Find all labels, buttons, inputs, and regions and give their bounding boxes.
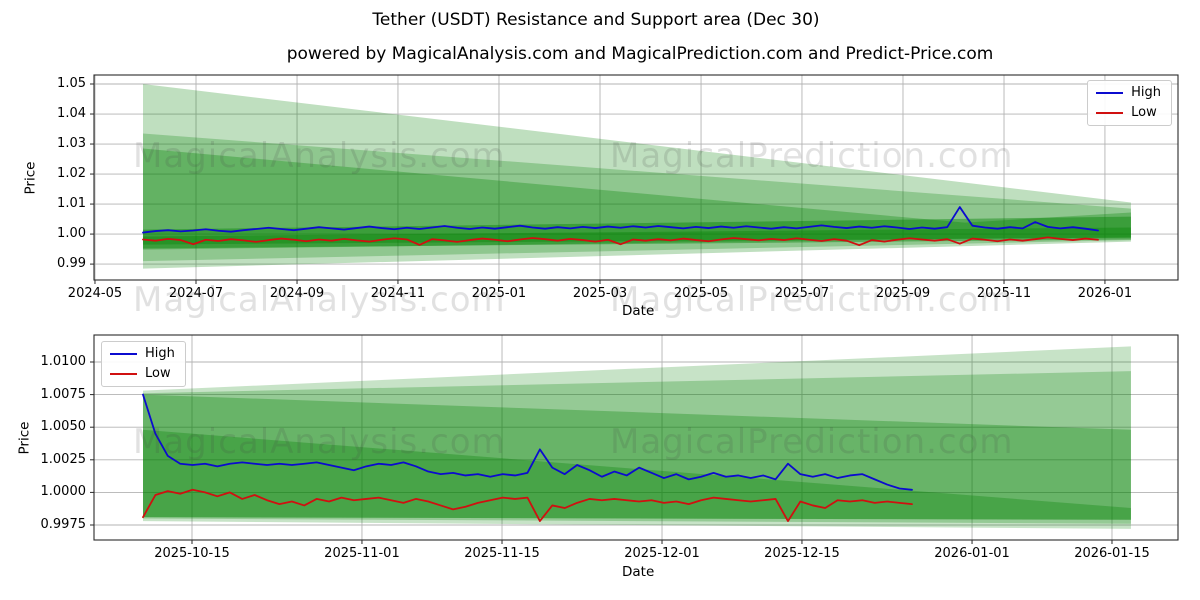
x-tick-label: 2025-05 bbox=[673, 286, 729, 301]
x-tick-label: 2025-10-15 bbox=[154, 546, 230, 561]
x-tick-label: 2024-09 bbox=[269, 286, 325, 301]
y-tick-label: 1.01 bbox=[57, 196, 86, 212]
x-tick-label: 2025-01 bbox=[471, 286, 527, 301]
y-tick-label: 1.0000 bbox=[40, 484, 87, 500]
chart-subtitle: powered by MagicalAnalysis.com and Magic… bbox=[286, 44, 994, 64]
legend-label-low: Low bbox=[1131, 105, 1157, 120]
legend-item-low: Low bbox=[1096, 106, 1161, 120]
x-tick-label: 2025-12-15 bbox=[764, 546, 840, 561]
x-tick-label: 2026-01-01 bbox=[934, 546, 1010, 561]
x-tick-label: 2024-07 bbox=[168, 286, 224, 301]
low-line-swatch bbox=[110, 373, 137, 375]
x-tick-label: 2026-01-15 bbox=[1074, 546, 1150, 561]
x-tick-label: 2024-05 bbox=[67, 286, 123, 301]
x-tick-label: 2025-09 bbox=[875, 286, 931, 301]
y-tick-label: 0.9975 bbox=[40, 517, 87, 532]
y-tick-label: 1.0025 bbox=[40, 451, 87, 467]
x-tick-label: 2025-11-15 bbox=[464, 546, 540, 561]
high-line-swatch bbox=[1096, 92, 1124, 94]
low-line-swatch bbox=[1096, 112, 1124, 114]
x-tick-label: 2024-11 bbox=[370, 286, 426, 301]
x-tick-label: 2025-11 bbox=[976, 286, 1032, 301]
y-tick-label: 1.00 bbox=[57, 226, 86, 242]
legend-top-chart: High Low bbox=[1087, 80, 1172, 126]
legend-item-high: High bbox=[1096, 86, 1161, 100]
y-axis-label-bottom: Price bbox=[16, 421, 33, 455]
y-tick-label: 1.03 bbox=[57, 136, 86, 152]
legend-item-high: High bbox=[110, 347, 175, 361]
x-tick-label: 2026-01 bbox=[1077, 286, 1133, 301]
chart-title: Tether (USDT) Resistance and Support are… bbox=[372, 10, 820, 30]
y-tick-label: 1.02 bbox=[57, 166, 86, 182]
legend-label-high: High bbox=[1131, 85, 1161, 100]
legend-item-low: Low bbox=[110, 367, 175, 381]
y-tick-label: 1.0100 bbox=[40, 353, 87, 369]
x-tick-label: 2025-12-01 bbox=[624, 546, 700, 561]
x-tick-label: 2025-07 bbox=[774, 286, 830, 301]
y-tick-label: 1.04 bbox=[57, 106, 86, 122]
x-axis-label-top: Date bbox=[622, 303, 655, 319]
y-tick-label: 0.99 bbox=[57, 256, 86, 272]
x-tick-label: 2025-03 bbox=[572, 286, 628, 301]
y-tick-label: 1.0075 bbox=[40, 386, 87, 402]
high-line-swatch bbox=[110, 353, 137, 355]
y-axis-label-top: Price bbox=[22, 161, 39, 195]
legend-bottom-chart: High Low bbox=[101, 341, 186, 387]
y-tick-label: 1.05 bbox=[57, 76, 86, 91]
legend-label-high: High bbox=[145, 346, 175, 361]
x-axis-label-bottom: Date bbox=[622, 564, 655, 580]
legend-label-low: Low bbox=[145, 366, 171, 381]
x-tick-label: 2025-11-01 bbox=[324, 546, 400, 561]
y-tick-label: 1.0050 bbox=[40, 419, 87, 435]
